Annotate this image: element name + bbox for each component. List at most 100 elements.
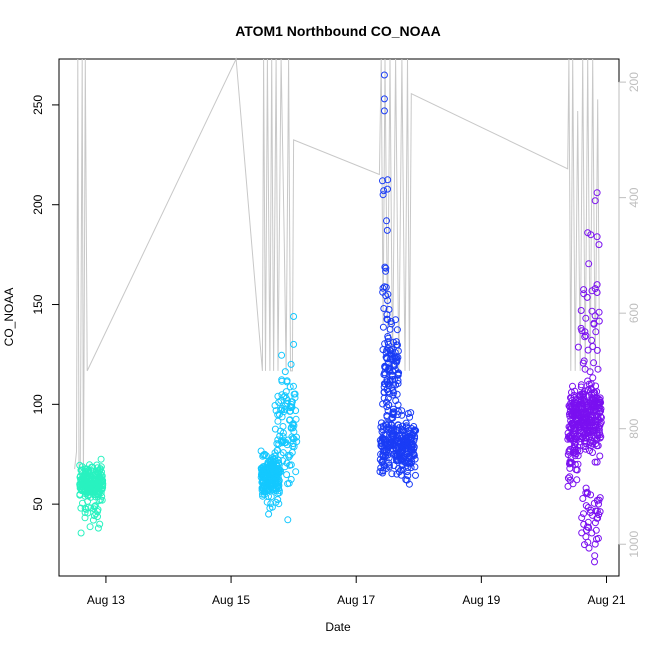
- data-point: [580, 286, 588, 294]
- data-point: [379, 288, 387, 296]
- data-point: [381, 340, 389, 348]
- x-axis-label: Date: [325, 620, 351, 634]
- data-point: [98, 472, 106, 480]
- data-point: [274, 436, 282, 444]
- data-point: [283, 459, 291, 467]
- data-point: [581, 365, 589, 373]
- data-point: [393, 390, 401, 398]
- data-point: [591, 285, 599, 293]
- data-point: [283, 378, 291, 386]
- data-point: [389, 376, 397, 383]
- y2-tick-label: 600: [627, 303, 641, 323]
- data-point: [274, 392, 282, 400]
- data-point: [578, 327, 586, 335]
- data-point: [94, 524, 102, 532]
- data-point: [384, 344, 392, 352]
- data-point: [279, 449, 287, 457]
- data-point: [407, 464, 415, 472]
- data-point: [579, 390, 587, 398]
- data-point: [381, 263, 389, 271]
- data-point: [97, 485, 105, 493]
- data-point: [277, 406, 285, 414]
- data-point: [282, 388, 290, 396]
- data-point: [595, 395, 603, 403]
- data-point: [390, 428, 397, 436]
- series-3-group: [376, 71, 420, 488]
- y2-tick-label: 200: [627, 72, 641, 92]
- data-point: [97, 455, 105, 463]
- data-point: [592, 328, 600, 336]
- data-point: [569, 401, 577, 408]
- data-point: [292, 468, 300, 476]
- data-point: [382, 267, 390, 275]
- data-point: [84, 503, 92, 511]
- data-point: [566, 476, 574, 484]
- data-point: [591, 540, 599, 548]
- data-point: [398, 411, 406, 419]
- data-point: [574, 412, 582, 420]
- data-point: [574, 343, 582, 351]
- data-point: [286, 407, 294, 415]
- data-point: [393, 470, 401, 478]
- data-point: [274, 417, 282, 425]
- data-point: [582, 489, 590, 497]
- data-point: [392, 316, 400, 324]
- data-point: [596, 508, 604, 516]
- data-point: [393, 426, 401, 434]
- data-point: [293, 433, 300, 441]
- data-point: [264, 458, 272, 466]
- data-point: [404, 464, 412, 471]
- data-point: [594, 365, 602, 373]
- data-point: [411, 455, 419, 463]
- data-point: [388, 470, 396, 478]
- data-point: [591, 197, 599, 205]
- data-point: [593, 281, 601, 289]
- data-point: [587, 384, 595, 392]
- data-point: [393, 355, 401, 363]
- y-tick-label: 100: [31, 394, 45, 414]
- data-point: [290, 313, 298, 320]
- data-point: [279, 429, 287, 437]
- data-point: [595, 241, 603, 249]
- data-point: [262, 467, 270, 475]
- x-tick-label: Aug 15: [212, 593, 250, 607]
- data-point: [584, 518, 592, 526]
- altitude-trace-line: [74, 57, 601, 481]
- data-point: [597, 418, 605, 426]
- data-point: [394, 377, 402, 385]
- data-point: [274, 446, 281, 454]
- data-point: [292, 415, 300, 423]
- data-point: [380, 305, 388, 312]
- data-point: [581, 328, 589, 336]
- data-point: [382, 283, 390, 291]
- data-point: [282, 394, 290, 402]
- data-point: [582, 332, 590, 340]
- data-point: [393, 326, 401, 334]
- data-point: [274, 456, 282, 464]
- data-point: [587, 231, 595, 239]
- data-point: [581, 409, 589, 417]
- axes-layer: Aug 13 Aug 15 Aug 17 Aug 19 Aug 21 50 100 150 20…: [31, 72, 641, 607]
- data-point: [385, 380, 392, 388]
- data-point: [585, 544, 593, 552]
- data-point: [378, 428, 386, 436]
- data-point: [274, 496, 282, 504]
- data-point: [589, 408, 597, 416]
- data-point: [284, 516, 292, 524]
- data-point: [593, 496, 601, 504]
- data-point: [81, 492, 89, 500]
- data-point: [566, 473, 574, 481]
- data-point: [380, 187, 388, 195]
- data-point: [78, 478, 86, 486]
- data-point: [393, 437, 401, 445]
- data-point: [82, 480, 90, 488]
- data-point: [95, 497, 103, 505]
- data-point: [586, 509, 594, 516]
- data-point: [593, 507, 601, 515]
- data-point: [261, 450, 269, 458]
- data-point: [291, 390, 299, 398]
- data-point: [401, 445, 409, 453]
- data-point: [394, 434, 402, 442]
- data-point: [593, 535, 600, 543]
- data-point: [581, 333, 589, 341]
